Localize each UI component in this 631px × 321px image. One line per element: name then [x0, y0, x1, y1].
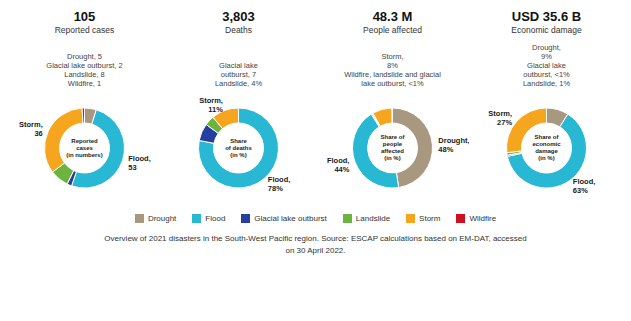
- html-text:Drought: Drought: [147, 214, 177, 223]
- svg-text:Storm,36: Storm,36: [19, 120, 43, 138]
- svg-text:Drought,48%: Drought,48%: [438, 135, 469, 153]
- html-text:Economic damage: Economic damage: [511, 25, 582, 35]
- html-text:lake outburst, <1%: lake outburst, <1%: [361, 79, 424, 88]
- svg-text:Flood,78%: Flood,78%: [268, 174, 291, 192]
- html-text:105: 105: [73, 9, 96, 24]
- html-text:Share of economic damage (in %: Share of economic damage (in %): [532, 134, 561, 161]
- html-text:3,803: 3,803: [222, 9, 255, 24]
- html-text:Glacial lake outburst: Glacial lake outburst: [254, 214, 327, 223]
- html-text:Drought, 5: Drought, 5: [67, 52, 102, 61]
- html-text:Drought, 9%: Drought, 9%: [532, 43, 561, 61]
- html-text:Glacial lake outburst, 2: Glacial lake outburst, 2: [46, 61, 123, 70]
- html-text:Share of deaths (in %): Share of deaths (in %): [225, 137, 252, 158]
- html-text:48.3 M: 48.3 M: [372, 9, 413, 24]
- html-text:Deaths: Deaths: [225, 25, 252, 35]
- html-text:Wildfire: Wildfire: [469, 214, 497, 223]
- html-text:Glacial lake outburst, 7: Glacial lake outburst, 7: [219, 61, 258, 79]
- svg-text:Flood,44%: Flood,44%: [327, 155, 350, 173]
- html-text:Wildfire, 1: Wildfire, 1: [67, 79, 102, 88]
- html-text:Storm: Storm: [419, 214, 441, 223]
- html-text:Reported cases (in numbers): Reported cases (in numbers): [66, 137, 103, 158]
- html-text:USD 35.6 B: USD 35.6 B: [511, 9, 582, 24]
- html-text:People affected: People affected: [363, 25, 422, 35]
- html-text:Glacial lake outburst, <1%: Glacial lake outburst, <1%: [523, 61, 570, 79]
- svg-text:Storm,27%: Storm,27%: [488, 108, 512, 126]
- html-text:Landslide, 1%: Landslide, 1%: [522, 79, 571, 88]
- html-text:Overview of 2021 disasters in: Overview of 2021 disasters in the South-…: [104, 234, 527, 255]
- svg-text:Flood,53: Flood,53: [128, 153, 151, 171]
- html-text:Storm, 8%: Storm, 8%: [381, 52, 404, 70]
- html-text:Flood: Flood: [205, 214, 226, 223]
- svg-text:Flood,63%: Flood,63%: [573, 177, 596, 195]
- svg-text:Storm,11%: Storm,11%: [199, 96, 223, 114]
- html-text:Landslide: Landslide: [355, 214, 391, 223]
- html-text:Share of people affected (in %: Share of people affected (in %): [380, 134, 405, 161]
- html-text:Wildfire, landslide and glacia: Wildfire, landslide and glacial: [344, 70, 441, 79]
- html-text:Landslide, 8: Landslide, 8: [64, 70, 105, 79]
- html-text:Reported cases: Reported cases: [54, 25, 115, 35]
- html-text:Landslide, 4%: Landslide, 4%: [214, 79, 263, 88]
